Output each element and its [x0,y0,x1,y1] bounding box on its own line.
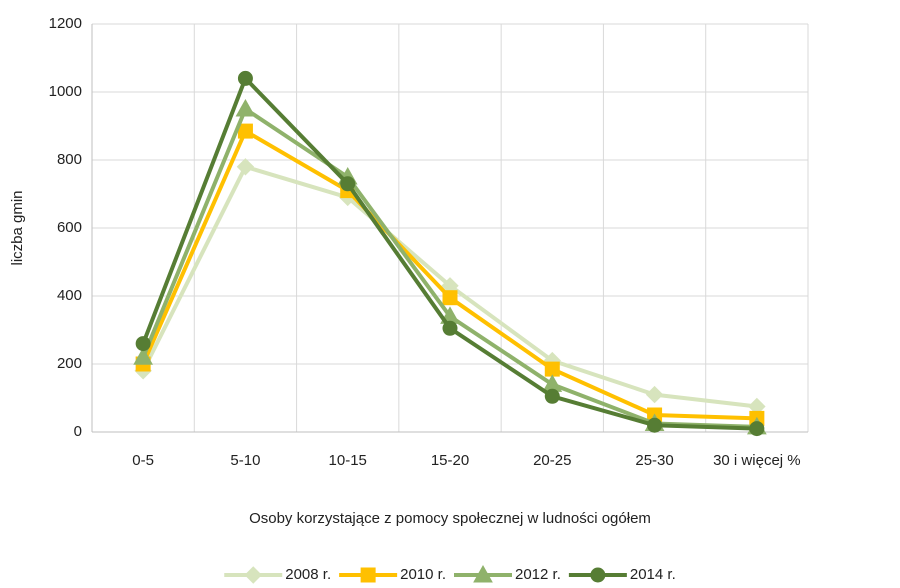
marker [133,347,153,365]
marker [135,336,151,352]
x-tick-label: 10-15 [329,452,367,469]
legend-marker [360,567,376,583]
marker [442,290,458,306]
marker [442,320,458,336]
y-tick-label: 0 [74,423,82,440]
marker [237,123,253,139]
x-tick-label: 30 i więcej % [713,452,801,469]
marker [544,388,560,404]
y-tick-label: 1000 [49,83,82,100]
marker [647,417,663,433]
marker [235,98,256,117]
x-tick-label: 15-20 [431,452,469,469]
legend-label: 2010 r. [400,566,446,583]
marker [544,361,560,377]
y-axis-label: liczba gmin [9,190,26,265]
y-tick-label: 800 [57,151,82,168]
y-tick-label: 1200 [49,15,82,32]
legend: 2008 r. 2010 r. 2012 r. 2014 r. [224,564,676,584]
x-axis-label: Osoby korzystające z pomocy społecznej w… [249,510,651,527]
marker [749,421,765,437]
marker [645,385,664,404]
marker [237,70,253,86]
legend-label: 2014 r. [630,566,676,583]
y-tick-label: 400 [57,287,82,304]
marker [340,176,356,192]
x-tick-label: 0-5 [132,452,154,469]
x-tick-label: 25-30 [635,452,673,469]
legend-marker [473,564,493,583]
y-tick-label: 200 [57,355,82,372]
legend-label: 2012 r. [515,566,561,583]
marker [236,158,255,176]
series-line [141,129,757,421]
legend-label: 2008 r. [285,566,331,583]
legend-marker [244,566,262,584]
y-tick-label: 600 [57,219,82,236]
legend-marker [590,567,606,583]
x-tick-label: 5-10 [230,452,260,469]
x-tick-label: 20-25 [533,452,571,469]
